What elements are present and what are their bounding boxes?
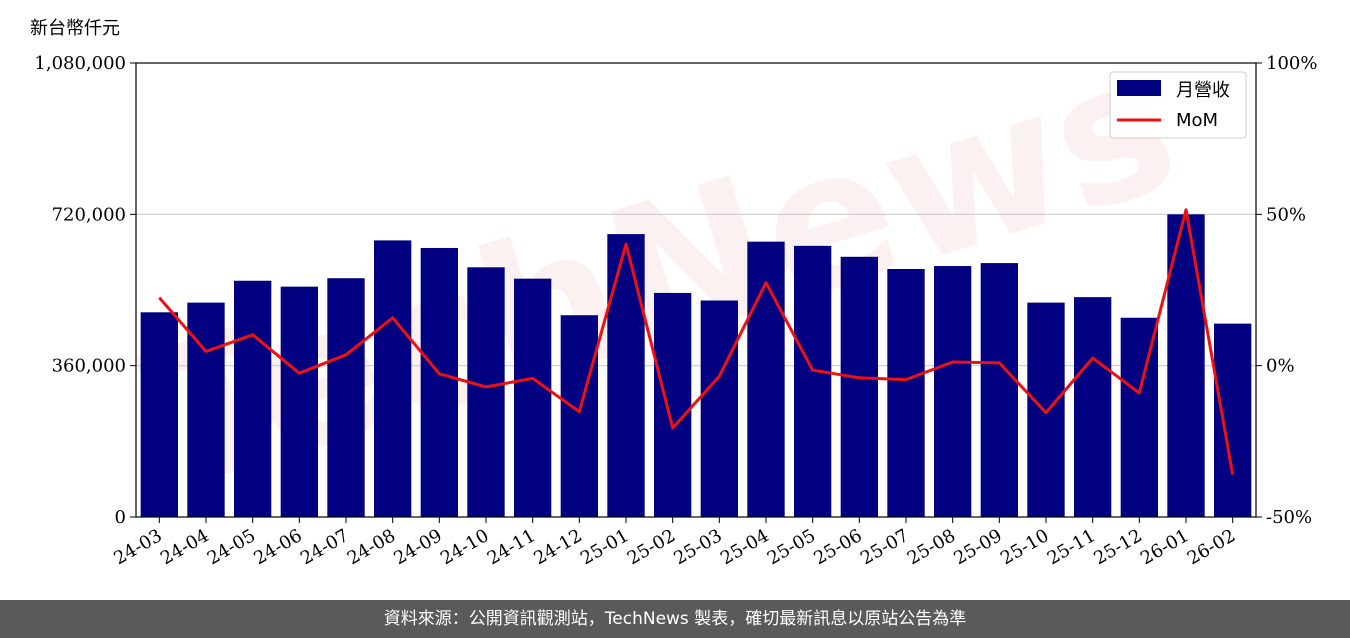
x-tick-label: 25-07 [857, 525, 912, 569]
revenue-bar [327, 278, 365, 517]
left-tick-label: 720,000 [52, 204, 126, 225]
left-tick-label: 0 [115, 507, 126, 528]
revenue-bar [514, 278, 552, 517]
legend-bar-swatch [1117, 80, 1161, 96]
x-tick-label: 24-10 [437, 525, 492, 569]
x-tick-label: 24-11 [484, 525, 539, 569]
revenue-bar [700, 300, 738, 517]
source-footer: 資料來源：公開資訊觀測站，TechNews 製表，確切最新訊息以原站公告為準 [0, 600, 1350, 638]
left-tick-label: 360,000 [52, 356, 126, 377]
revenue-bar [1167, 214, 1205, 518]
x-tick-label: 24-12 [530, 525, 585, 569]
revenue-bar [794, 245, 832, 517]
x-tick-label: 25-05 [764, 525, 819, 569]
revenue-bar [607, 234, 645, 517]
line-series [158, 208, 1235, 475]
revenue-bar [747, 241, 785, 517]
x-tick-label: 24-09 [390, 525, 445, 569]
x-tick-label: 25-12 [1090, 525, 1145, 569]
x-tick-label: 24-08 [344, 525, 399, 569]
revenue-bar [560, 315, 598, 517]
source-note: 資料來源：公開資訊觀測站，TechNews 製表，確切最新訊息以原站公告為準 [383, 609, 967, 629]
x-tick-label: 24-05 [204, 525, 259, 569]
x-tick-label: 24-04 [157, 525, 212, 569]
legend-label-revenue: 月營收 [1176, 80, 1230, 101]
revenue-bar [467, 267, 505, 517]
x-tick-label: 26-02 [1184, 525, 1239, 569]
legend: 月營收 MoM [1109, 71, 1247, 139]
left-tick-label: 1,080,000 [34, 53, 126, 74]
right-axis-ticks: -50% 0% 50% 100% [1256, 53, 1317, 528]
x-tick-label: 25-11 [1044, 525, 1099, 569]
revenue-bar [374, 240, 412, 517]
x-tick-label: 24-07 [297, 525, 352, 569]
x-tick-label: 25-09 [950, 525, 1005, 569]
x-tick-label: 25-03 [670, 525, 725, 569]
x-tick-label: 25-08 [904, 525, 959, 569]
revenue-bar [654, 292, 692, 517]
revenue-bar [1120, 317, 1158, 517]
bar-series [140, 214, 1252, 518]
revenue-bar [140, 312, 178, 517]
revenue-bar [280, 286, 318, 517]
revenue-bar [840, 256, 878, 517]
plot-frame [135, 62, 1257, 518]
mom-line [158, 208, 1235, 475]
revenue-bar [1027, 302, 1065, 517]
x-tick-label: 24-06 [250, 525, 305, 569]
legend-label-mom: MoM [1176, 110, 1218, 131]
x-tick-label: 24-03 [110, 525, 165, 569]
x-tick-label: 25-04 [717, 525, 772, 569]
revenue-bar [1214, 323, 1252, 517]
revenue-bar [420, 247, 458, 518]
x-tick-label: 25-06 [810, 525, 865, 569]
x-tick-label: 25-02 [624, 525, 679, 569]
left-axis-ticks: 0 360,000 720,000 1,080,000 [34, 53, 136, 528]
right-tick-label: 100% [1266, 53, 1317, 74]
right-tick-label: 0% [1266, 356, 1295, 377]
revenue-bar [1074, 297, 1112, 517]
x-tick-label: 26-01 [1137, 525, 1192, 569]
left-axis-unit-label: 新台幣仟元 [30, 18, 120, 39]
x-axis-ticks: 24-0324-0424-0524-0624-0724-0824-0924-10… [110, 517, 1239, 569]
x-tick-label: 25-10 [997, 525, 1052, 569]
revenue-bar [234, 280, 272, 517]
revenue-bar [887, 268, 925, 517]
x-tick-label: 25-01 [577, 525, 632, 569]
right-tick-label: 50% [1266, 204, 1306, 225]
revenue-bar [934, 266, 972, 517]
right-tick-label: -50% [1266, 507, 1312, 528]
gridlines [136, 213, 1256, 367]
revenue-bar [980, 263, 1018, 517]
